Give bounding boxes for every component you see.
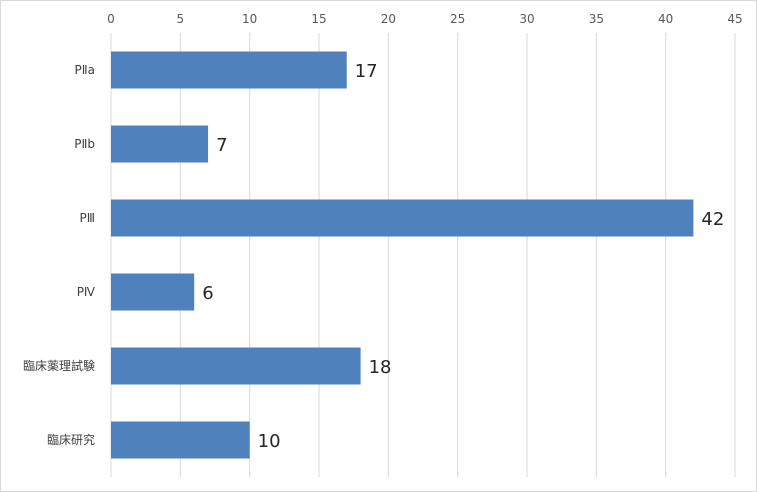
data-labels: 17 7 42 6 18 10 xyxy=(202,61,724,452)
x-tick-label: 40 xyxy=(658,12,673,26)
bar-2 xyxy=(111,199,694,237)
x-tick-label: 20 xyxy=(381,12,396,26)
category-label: PⅣ xyxy=(77,285,95,299)
bar-3 xyxy=(111,273,195,311)
data-label: 7 xyxy=(216,135,227,156)
gridlines xyxy=(110,33,736,477)
data-label: 10 xyxy=(258,431,281,452)
x-tick-label: 35 xyxy=(589,12,604,26)
bar-5 xyxy=(111,421,250,459)
x-tick-label: 25 xyxy=(450,12,465,26)
x-tick-label: 45 xyxy=(727,12,742,26)
category-label: 臨床薬理試験 xyxy=(23,358,95,373)
data-label: 6 xyxy=(202,283,213,304)
x-axis-ticks: 0 5 10 15 20 25 30 35 40 45 xyxy=(107,12,742,26)
data-label: 42 xyxy=(701,209,724,230)
data-label: 17 xyxy=(355,61,378,82)
bar-1 xyxy=(111,125,209,163)
category-label: PⅡb xyxy=(74,137,95,151)
bar-0 xyxy=(111,51,347,89)
x-tick-label: 5 xyxy=(177,12,185,26)
x-tick-label: 0 xyxy=(107,12,115,26)
data-label: 18 xyxy=(369,357,392,378)
category-label: 臨床研究 xyxy=(47,432,95,447)
x-tick-label: 30 xyxy=(519,12,534,26)
category-label: PⅢ xyxy=(79,211,95,225)
bar-4 xyxy=(111,347,361,385)
category-label: PⅡa xyxy=(75,63,96,77)
x-tick-label: 15 xyxy=(311,12,326,26)
bars xyxy=(111,51,694,459)
x-tick-label: 10 xyxy=(242,12,257,26)
